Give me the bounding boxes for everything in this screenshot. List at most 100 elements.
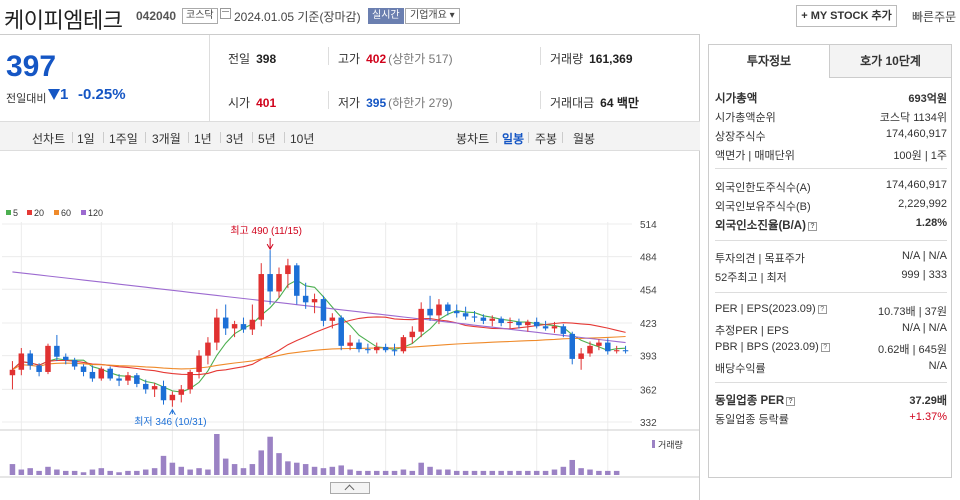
candle-body	[18, 353, 25, 370]
volume-bar	[196, 468, 202, 475]
candle-body	[196, 355, 202, 372]
info-row: PER | EPS(2023.09)? 10.73배 | 37원	[715, 303, 947, 321]
info-row-label: 52주최고 | 최저	[715, 272, 787, 284]
volume-bar	[80, 472, 87, 475]
add-mystock-button[interactable]: + MY STOCK 추가	[796, 5, 897, 27]
info-row-label: 투자의견 | 목표주가	[715, 253, 805, 265]
candle-body	[578, 353, 584, 359]
chart-tabs: 선차트 1일 1주일 3개월 1년 3년 5년 10년 봉차트 일봉 주봉 월봉	[0, 121, 700, 151]
volume-bar	[214, 434, 220, 475]
candle-body	[311, 299, 318, 303]
candle-body	[160, 386, 167, 401]
volume-bar	[116, 472, 122, 475]
candle-body	[569, 333, 575, 359]
tab-order-book[interactable]: 호가 10단계	[829, 44, 952, 78]
candle-body	[205, 342, 211, 356]
candle-body	[605, 342, 611, 352]
candle-body	[134, 375, 140, 384]
legend-swatch	[6, 210, 11, 215]
candle-body	[453, 311, 460, 314]
period-tab-1y[interactable]: 1년	[194, 132, 212, 146]
candle-body	[409, 331, 416, 338]
volume-bar	[525, 470, 531, 475]
price-diff: 1	[60, 86, 69, 103]
y-tick-label: 332	[640, 418, 657, 429]
candle-body	[240, 324, 247, 330]
period-tab-5y[interactable]: 5년	[258, 132, 276, 146]
help-icon[interactable]: ?	[807, 222, 817, 231]
candle-body	[258, 274, 264, 320]
volume-bar	[160, 455, 167, 475]
quote-open: 시가 401	[228, 96, 277, 110]
info-row-value: 10.73배 | 37원	[878, 306, 947, 318]
market-badge: 코스닥	[182, 8, 218, 24]
candle-body	[107, 368, 113, 379]
info-row-value: 693억원	[908, 93, 947, 105]
corp-info-dropdown[interactable]: 기업개요 ▾	[405, 8, 460, 24]
info-row: 외국인한도주식수(A) 174,460,917	[715, 179, 947, 197]
help-icon[interactable]: ?	[820, 343, 830, 352]
period-tab-3m[interactable]: 3개월	[152, 132, 181, 146]
candle-body	[365, 349, 371, 351]
info-row: 액면가 | 매매단위 100원 | 1주	[715, 147, 947, 165]
volume-bar	[498, 470, 504, 475]
period-tab-1d[interactable]: 1일	[77, 132, 95, 146]
candle-body	[356, 342, 362, 350]
period-tab-3y[interactable]: 3년	[226, 132, 244, 146]
info-row-label: 상장주식수	[715, 131, 766, 143]
legend-swatch	[54, 210, 59, 215]
info-row-label: 시가총액순위	[715, 112, 776, 124]
live-badge[interactable]: 실시간	[368, 8, 404, 24]
volume-bar	[258, 450, 264, 475]
info-row-value: 1.28%	[915, 217, 947, 229]
candle-body	[436, 304, 442, 316]
chart-collapse-handle[interactable]	[330, 482, 370, 494]
candle-tab-weekly[interactable]: 주봉	[535, 132, 558, 146]
header: 케이피엠테크 042040 코스닥 2024.01.05 기준(장마감) 실시간…	[0, 0, 960, 33]
volume-bar	[347, 469, 353, 475]
volume-bar	[98, 468, 105, 475]
help-icon[interactable]: ?	[817, 305, 827, 314]
volume-bar	[569, 459, 575, 475]
volume-bar	[276, 453, 282, 475]
volume-bar	[542, 470, 549, 475]
y-tick-label: 362	[640, 385, 657, 396]
candle-body	[151, 386, 158, 390]
y-tick-label: 514	[640, 220, 657, 231]
candle-body	[178, 389, 185, 395]
period-tab-1w[interactable]: 1주일	[109, 132, 138, 146]
candle-body	[169, 394, 176, 401]
candle-chart[interactable]: 52060120514484454423393362332거래량10/1110/…	[0, 152, 700, 497]
info-row: 추정PER | EPS N/A | N/A	[715, 322, 947, 340]
candle-body	[214, 317, 220, 343]
candle-body	[249, 319, 256, 330]
candle-body	[560, 326, 567, 334]
candle-tab-monthly[interactable]: 월봉	[573, 132, 596, 146]
y-tick-label: 423	[640, 319, 657, 330]
info-row-value: N/A | N/A	[901, 322, 947, 334]
y-tick-label: 454	[640, 285, 657, 296]
candle-tab-daily[interactable]: 일봉	[502, 132, 525, 146]
volume-bar	[240, 468, 247, 475]
candle-body	[400, 337, 407, 352]
help-icon[interactable]: ?	[786, 397, 796, 406]
volume-legend-label: 거래량	[658, 439, 683, 450]
info-row: 상장주식수 174,460,917	[715, 128, 947, 146]
quote-high: 고가 402 (상한가 517)	[338, 52, 453, 66]
volume-bar	[436, 469, 442, 475]
candle-body	[27, 353, 33, 366]
volume-bar	[89, 469, 96, 475]
ma120-line	[12, 271, 626, 344]
period-tab-10y[interactable]: 10년	[290, 132, 315, 146]
candle-body	[116, 378, 122, 381]
tab-invest-info[interactable]: 투자정보	[708, 44, 830, 78]
quick-order-link[interactable]: 빠른주문	[912, 10, 957, 24]
info-row: 외국인소진율(B/A)? 1.28%	[715, 217, 947, 235]
candle-body	[613, 350, 620, 352]
volume-bar	[374, 470, 380, 475]
volume-bar	[453, 470, 460, 475]
candle-body	[596, 342, 602, 346]
volume-bar	[400, 469, 407, 475]
candle-body	[63, 356, 69, 360]
price-pct: -0.25%	[78, 86, 126, 103]
